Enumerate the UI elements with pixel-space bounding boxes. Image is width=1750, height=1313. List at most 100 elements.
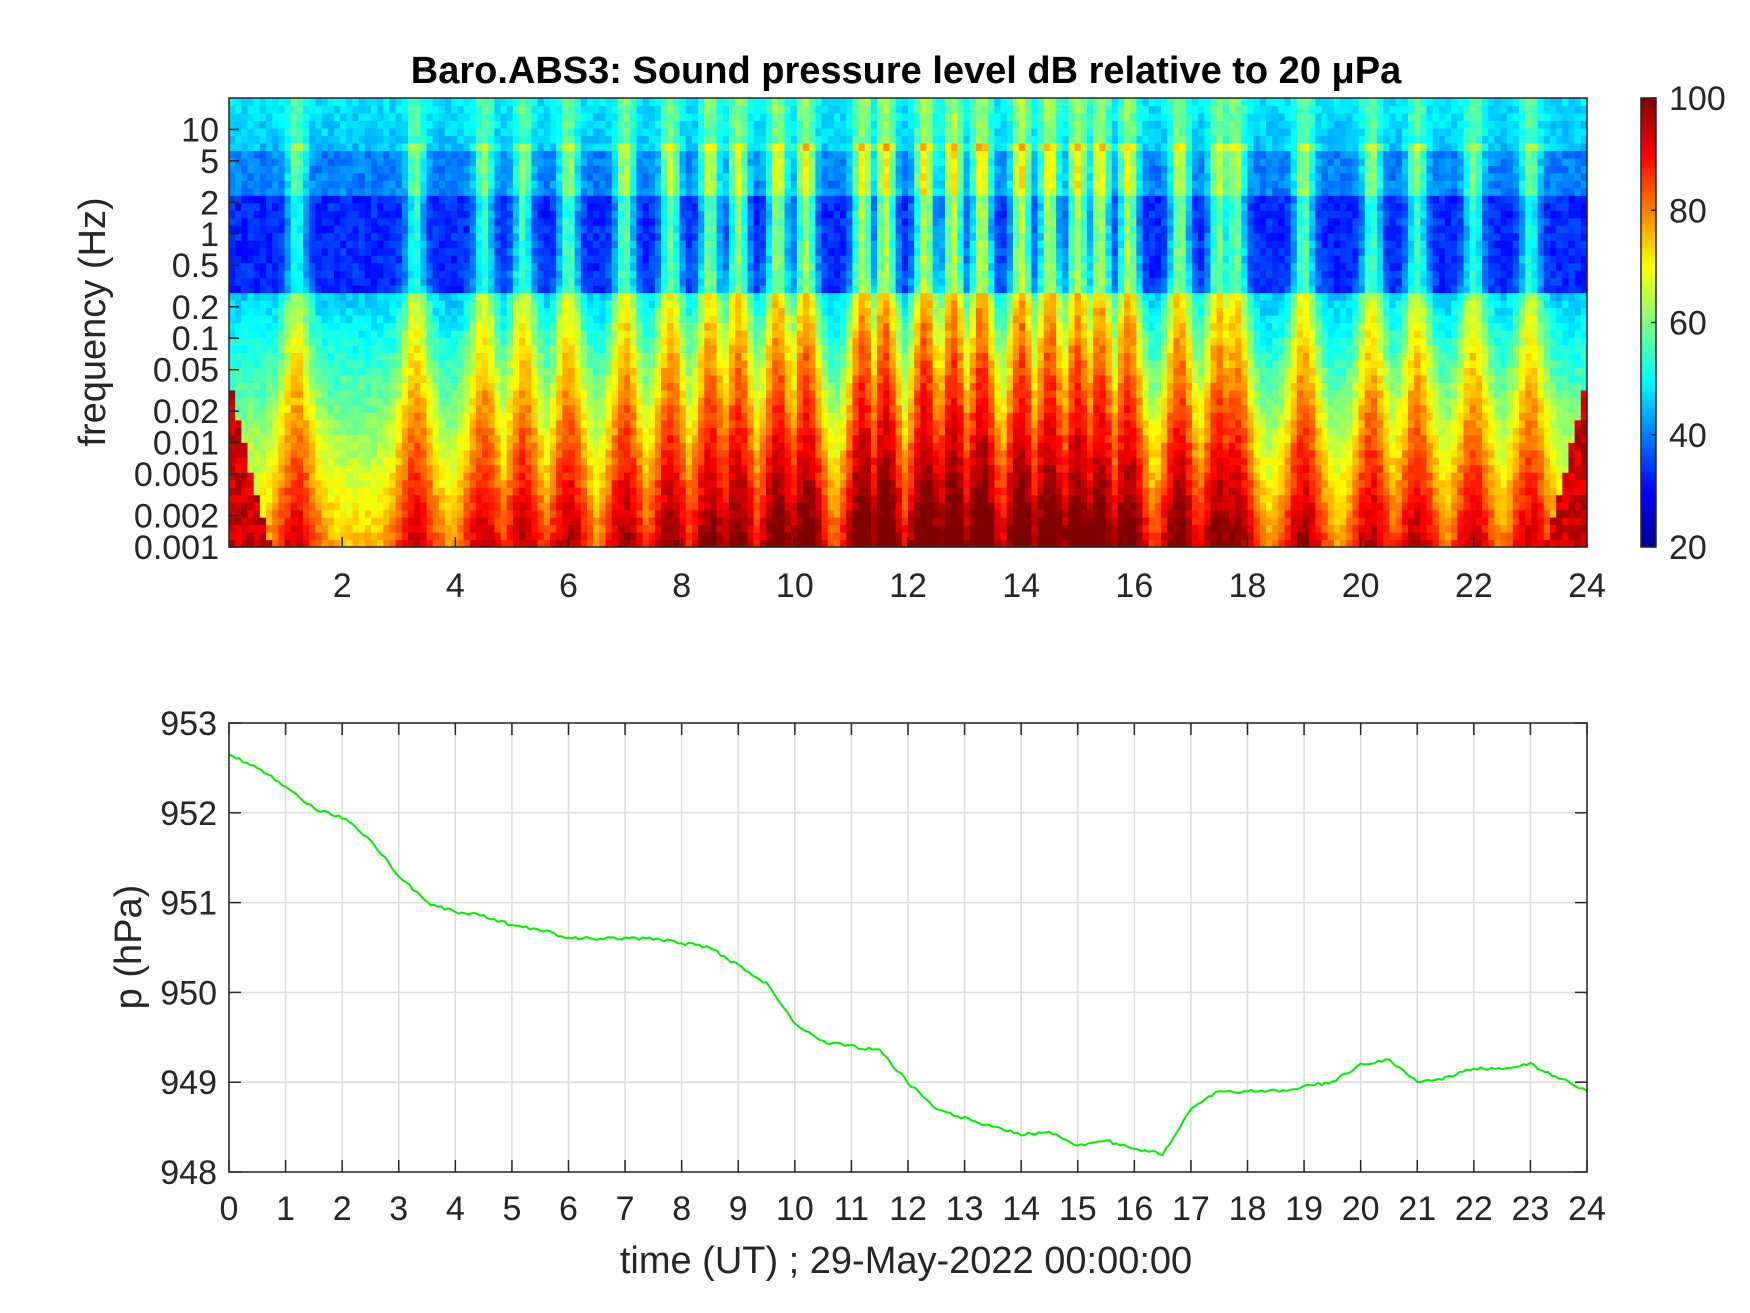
spectrogram-cell xyxy=(636,142,644,151)
spectrogram-cell xyxy=(519,494,526,503)
spectrogram-cell xyxy=(420,352,428,361)
spectrogram-cell xyxy=(716,232,724,241)
spectrogram-cell xyxy=(284,382,292,391)
spectrogram-cell xyxy=(506,479,514,488)
spectrogram-cell xyxy=(525,442,533,451)
spectrogram-cell xyxy=(728,255,736,264)
spectrogram-cell xyxy=(698,532,705,541)
spectrogram-cell xyxy=(500,442,508,451)
spectrogram-cell xyxy=(426,404,434,413)
spectrogram-cell xyxy=(315,120,323,129)
spectrogram-cell xyxy=(475,329,483,339)
spectrogram-cell xyxy=(463,344,471,354)
spectrogram-cell xyxy=(691,524,699,533)
spectrogram-cell xyxy=(691,98,699,107)
spectrogram-cell xyxy=(722,464,730,473)
spectrogram-cell xyxy=(309,150,317,159)
spectrogram-cell xyxy=(272,112,279,122)
spectrogram-cell xyxy=(395,487,403,496)
spectrogram-cell xyxy=(685,427,693,436)
spectrogram-cell xyxy=(587,255,594,264)
spectrogram-cell xyxy=(352,494,360,503)
spectrogram-cell xyxy=(512,352,520,361)
spectrogram-cell xyxy=(599,165,607,174)
spectrogram-cell xyxy=(531,217,539,226)
spectrogram-cell xyxy=(235,367,242,376)
spectrogram-cell xyxy=(426,240,434,249)
spectrogram-cell xyxy=(327,524,335,533)
spectrogram-cell xyxy=(284,389,292,398)
spectrogram-cell xyxy=(568,217,576,226)
spectrogram-cell xyxy=(512,434,520,443)
spectrogram-cell xyxy=(549,337,557,346)
spectrogram-cell xyxy=(451,367,458,376)
spectrogram-cell xyxy=(679,397,687,406)
spectrogram-cell xyxy=(445,344,452,354)
spectrogram-cell xyxy=(333,277,341,286)
spectrogram-cell xyxy=(562,247,570,256)
spectrogram-cell xyxy=(383,307,391,316)
spectrogram-cell xyxy=(247,195,255,204)
spectrogram-cell xyxy=(722,165,730,174)
spectrogram-cell xyxy=(624,195,631,204)
spectrogram-cell xyxy=(420,277,428,286)
spectrogram-cell xyxy=(506,487,514,496)
spectrogram-cell xyxy=(321,225,329,234)
spectrogram-cell xyxy=(247,255,255,264)
spectrogram-cell xyxy=(587,120,594,129)
spectrogram-cell xyxy=(691,187,699,196)
spectrogram-cell xyxy=(414,135,421,144)
spectrogram-cell xyxy=(488,195,496,204)
spectrogram-cell xyxy=(605,225,613,234)
spectrogram-cell xyxy=(364,419,372,428)
spectrogram-cell xyxy=(587,427,594,436)
spectrogram-cell xyxy=(272,352,279,361)
spectrogram-cell xyxy=(568,150,576,159)
spectrogram-cell xyxy=(735,315,742,324)
spectrogram-cell xyxy=(667,517,675,526)
spectrogram-cell xyxy=(451,187,458,196)
spectrogram-cell xyxy=(229,150,236,159)
spectrogram-cell xyxy=(296,322,304,331)
spectrogram-cell xyxy=(636,329,644,339)
spectrogram-cell xyxy=(333,300,341,309)
spectrogram-cell xyxy=(438,307,446,316)
spectrogram-cell xyxy=(259,322,267,331)
spectrogram-cell xyxy=(704,419,712,428)
spectrogram-cell xyxy=(519,344,526,354)
spectrogram-cell xyxy=(624,509,631,518)
spectrogram-cell xyxy=(531,202,539,211)
spectrogram-cell xyxy=(556,464,563,473)
spectrogram-cell xyxy=(661,412,668,421)
spectrogram-cell xyxy=(229,292,236,301)
spectrogram-cell xyxy=(722,202,730,211)
spectrogram-cell xyxy=(580,285,588,294)
spectrogram-cell xyxy=(500,419,508,428)
spectrogram-cell xyxy=(457,210,465,219)
spectrogram-cell xyxy=(605,232,613,241)
spectrogram-cell xyxy=(624,457,631,466)
spectrogram-cell xyxy=(506,180,514,189)
spectrogram-cell xyxy=(741,472,749,481)
spectrogram-cell xyxy=(722,247,730,256)
spectrogram-cell xyxy=(648,427,656,436)
spectrogram-cell xyxy=(562,98,570,107)
spectrogram-cell xyxy=(580,487,588,496)
spectrogram-cell xyxy=(568,494,576,503)
spectrogram-cell xyxy=(648,127,656,137)
spectrogram-cell xyxy=(414,329,421,339)
spectrogram-cell xyxy=(321,292,329,301)
spectrogram-cell xyxy=(512,232,520,241)
spectrogram-cell xyxy=(445,539,452,548)
spectrogram-cell xyxy=(333,337,341,346)
spectrogram-cell xyxy=(445,457,452,466)
spectrogram-cell xyxy=(574,180,582,189)
spectrogram-cell xyxy=(383,464,391,473)
spectrogram-cell xyxy=(642,427,650,436)
spectrogram-cell xyxy=(667,157,675,166)
spectrogram-cell xyxy=(395,367,403,376)
spectrogram-cell xyxy=(432,247,440,256)
spectrogram-cell xyxy=(432,127,440,137)
spectrogram-cell xyxy=(519,374,526,383)
spectrogram-cell xyxy=(272,120,279,129)
